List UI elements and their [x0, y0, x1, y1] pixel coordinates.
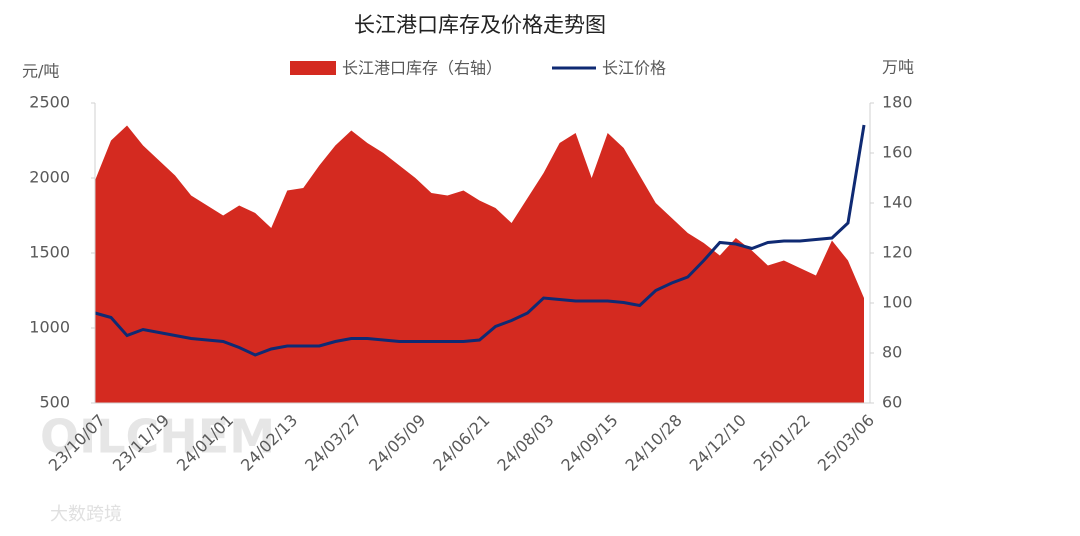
x-tick-label: 24/09/15 [557, 411, 621, 475]
y-tick-label: 500 [39, 393, 70, 412]
y-tick-label: 1000 [29, 318, 70, 337]
x-tick-label: 24/10/28 [622, 411, 686, 475]
line [94, 124, 866, 357]
x-tick-label: 24/08/03 [493, 411, 557, 475]
x-tick-label: 24/06/21 [429, 411, 493, 475]
x-tick-label: 24/05/09 [365, 411, 429, 475]
y-tick-label: 2500 [29, 93, 70, 112]
y2-tick-label: 80 [882, 343, 902, 362]
x-tick-label: 24/03/27 [301, 411, 365, 475]
legend-label: 长江价格 [602, 59, 666, 78]
y-tick-label: 2000 [29, 168, 70, 187]
x-tick-label: 24/12/10 [686, 411, 750, 475]
y2-axis-title: 万吨 [882, 58, 914, 77]
y-axis-title: 元/吨 [22, 62, 59, 81]
y2-tick-label: 100 [882, 293, 913, 312]
y2-tick-label: 120 [882, 243, 913, 262]
y2-tick-label: 60 [882, 393, 902, 412]
y-tick-label: 1500 [29, 243, 70, 262]
y2-tick-label: 180 [882, 93, 913, 112]
y2-tick-label: 160 [882, 143, 913, 162]
area [95, 125, 864, 403]
x-tick-label: 25/03/06 [814, 411, 878, 475]
legend-label: 长江港口库存（右轴） [342, 59, 502, 78]
watermark: OILCHEM [40, 410, 275, 464]
y2-tick-label: 140 [882, 193, 913, 212]
x-tick-label: 25/01/22 [750, 411, 814, 475]
legend-swatch [290, 61, 336, 75]
watermark-2: 大数跨境 [50, 504, 122, 525]
chart-title: 长江港口库存及价格走势图 [354, 13, 606, 37]
